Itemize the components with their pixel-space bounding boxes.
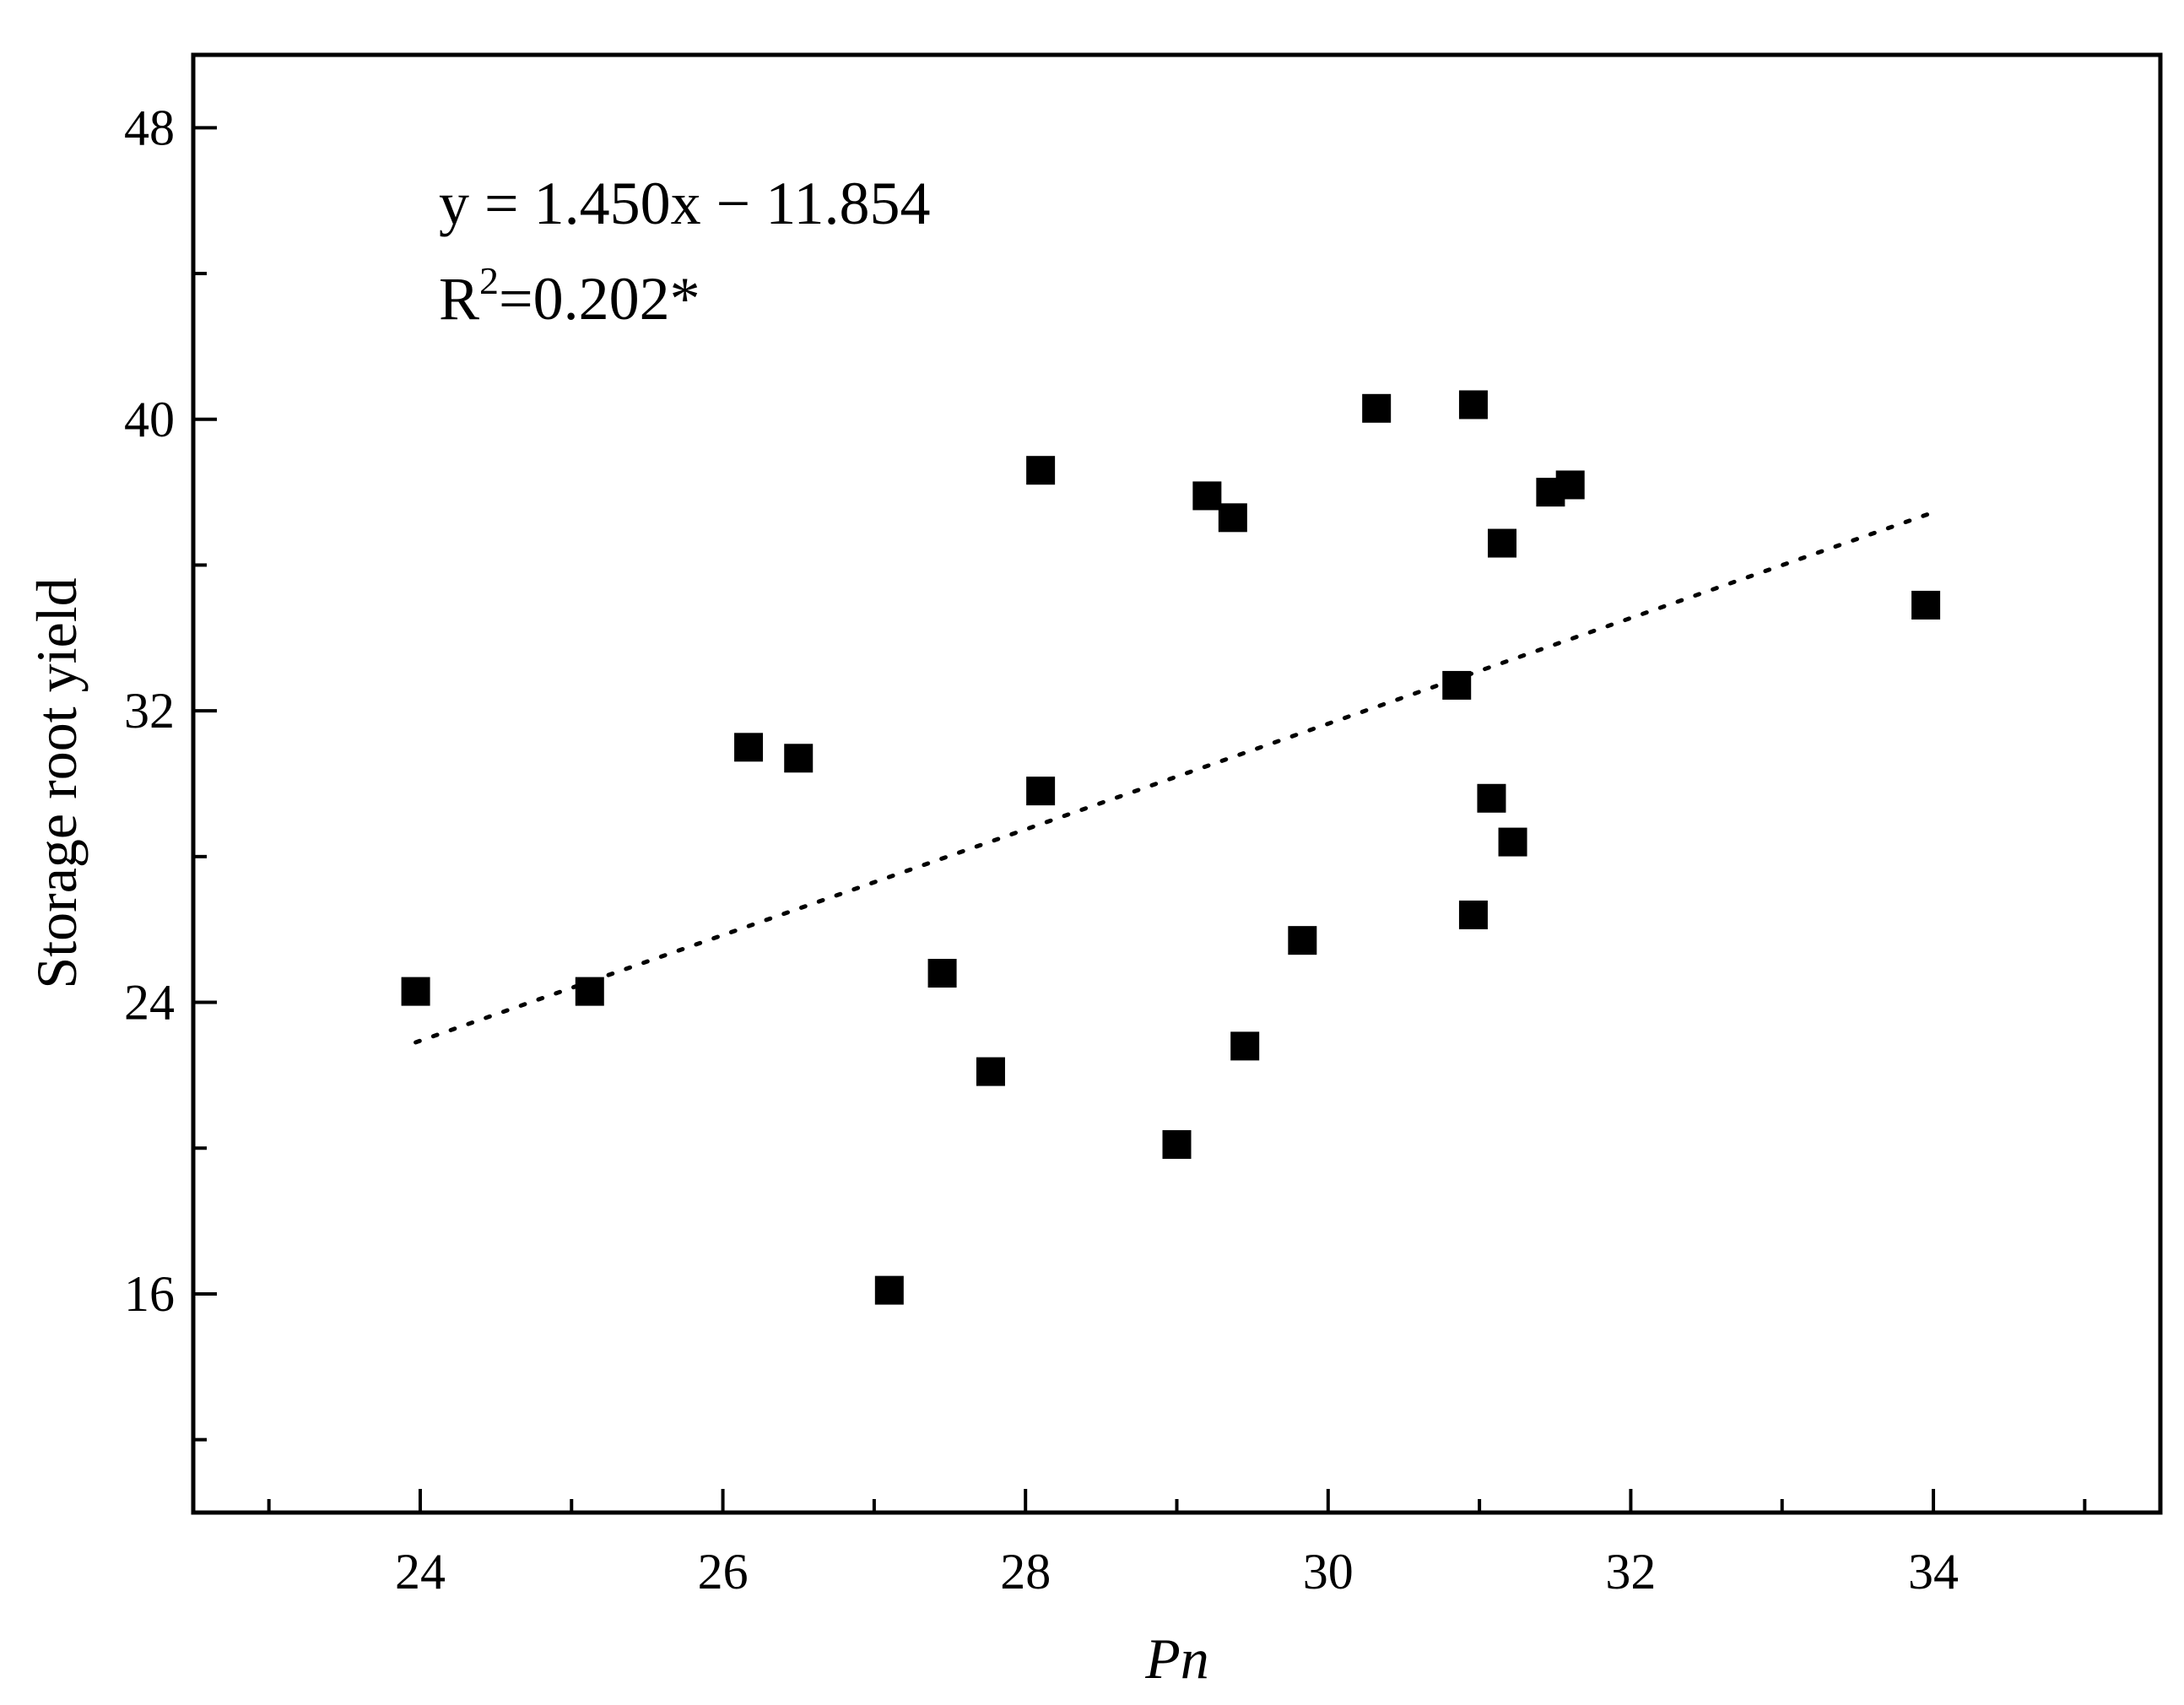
trendline [414,510,1936,1045]
r-squared-superscript: 2 [479,259,499,302]
data-point [1488,528,1517,558]
y-tick-label: 48 [124,100,175,155]
x-tick-label: 28 [1000,1544,1051,1599]
x-tick-label: 24 [395,1544,446,1599]
data-point [874,1275,904,1305]
data-point [1218,503,1247,533]
r-squared-annotation: R2=0.202* [439,259,700,333]
equation-annotation: y = 1.450x − 11.854 [439,170,931,237]
data-point [1288,926,1317,955]
x-tick-label: 32 [1605,1544,1656,1599]
data-point [927,959,957,988]
tick-marks [193,126,2087,1513]
data-point [1458,390,1488,419]
data-point [1162,1129,1192,1159]
y-tick-label: 32 [124,683,175,739]
data-point [1555,470,1585,500]
trendline-dotted [414,510,1936,1045]
y-axis-title: Storage root yield [24,577,89,988]
data-point [734,733,764,762]
data-point [1442,670,1472,700]
r-squared-value: =0.202* [499,265,700,333]
y-tick-label: 16 [124,1266,175,1322]
data-point [1362,393,1392,423]
data-point [1458,900,1488,929]
x-axis-title: Pn [1144,1627,1209,1691]
data-point [1026,777,1056,806]
data-point [784,744,814,773]
y-tick-label: 40 [124,392,175,447]
r-squared-prefix: R [439,265,479,333]
y-tick-label: 24 [124,975,175,1031]
x-tick-label: 26 [698,1544,749,1599]
data-point [976,1057,1005,1086]
data-point [401,977,430,1006]
data-point [1026,456,1056,485]
data-point [1477,783,1506,813]
tick-labels: 24 26 28 30 32 34 16 24 32 40 48 [124,100,1959,1599]
data-point [1911,590,1941,620]
x-tick-label: 30 [1303,1544,1354,1599]
x-tick-label: 34 [1908,1544,1959,1599]
data-point [1230,1031,1260,1061]
data-point [1192,481,1222,511]
data-point [1498,827,1527,857]
data-points [401,390,1941,1305]
data-point [575,977,604,1006]
